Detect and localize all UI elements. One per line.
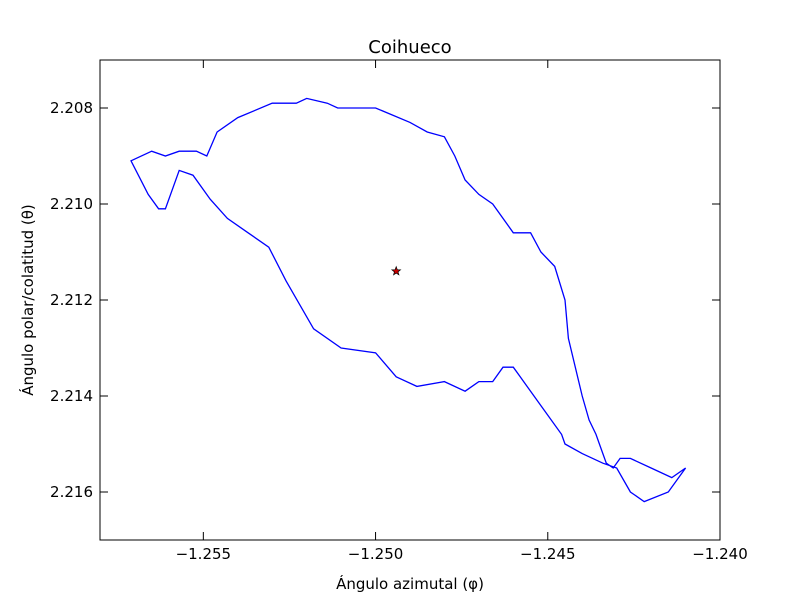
x-tick-label: −1.240 — [692, 545, 748, 563]
y-tick-label: 2.212 — [50, 291, 93, 309]
x-tick-label: −1.255 — [176, 545, 232, 563]
x-tick-label: −1.245 — [520, 545, 576, 563]
y-axis-label: Ángulo polar/colatitud (θ) — [18, 204, 37, 396]
series-line — [130, 97, 687, 503]
y-tick-label: 2.214 — [50, 387, 93, 405]
x-axis-label: Ángulo azimutal (φ) — [336, 574, 484, 593]
x-axis-ticks: −1.255 −1.250 −1.245 −1.240 — [176, 60, 748, 563]
plot-area — [100, 60, 720, 540]
y-tick-label: 2.208 — [50, 99, 93, 117]
plot-frame — [99, 59, 721, 541]
y-axis-ticks: 2.208 2.210 2.212 2.214 2.216 — [50, 99, 720, 501]
x-tick-label: −1.250 — [348, 545, 404, 563]
centroid-star-marker — [390, 265, 402, 276]
chart-title: Coihueco — [368, 37, 451, 58]
marker-group — [390, 265, 402, 276]
y-tick-label: 2.216 — [50, 483, 93, 501]
y-tick-label: 2.210 — [50, 195, 93, 213]
